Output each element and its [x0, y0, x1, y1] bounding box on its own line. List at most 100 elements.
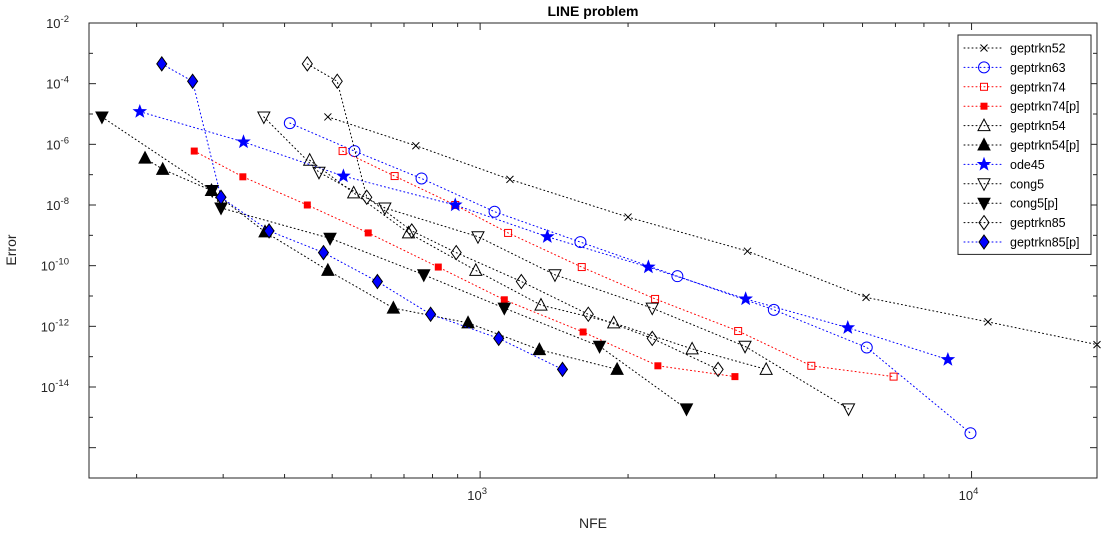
data-point — [321, 262, 335, 276]
legend-entry: geptrkn74 — [963, 80, 1066, 94]
data-point — [132, 103, 148, 118]
data-point — [187, 73, 199, 90]
legend-marker — [980, 102, 988, 110]
legend-label: ode45 — [1010, 158, 1045, 172]
data-point — [582, 306, 594, 323]
legend-entry: geptrkn54 — [963, 118, 1066, 133]
x-tick-label: 104 — [959, 486, 979, 503]
data-point — [743, 247, 752, 256]
data-point — [390, 172, 399, 181]
legend-entry: geptrkn85[p] — [963, 234, 1080, 250]
data-point — [712, 361, 724, 378]
data-point — [532, 342, 547, 356]
legend-marker — [977, 137, 991, 151]
data-point — [434, 263, 442, 271]
data-point — [416, 269, 431, 283]
legend: geptrkn52 geptrkn63 geptrkn74 geptrkn74[p] g… — [957, 34, 1092, 255]
data-point — [671, 270, 684, 283]
data-point — [548, 269, 562, 283]
legend-label: geptrkn54 — [1010, 119, 1066, 133]
data-point — [361, 189, 373, 206]
legend-label: geptrkn52 — [1010, 42, 1066, 56]
legend-marker — [977, 197, 991, 211]
data-point — [651, 294, 660, 303]
y-tick-label: 10-12 — [41, 317, 69, 334]
legend-marker — [978, 234, 990, 250]
data-series — [95, 55, 1101, 440]
chart-title: LINE problem — [547, 3, 638, 19]
data-point — [406, 223, 418, 239]
data-point — [767, 303, 780, 316]
data-point — [283, 117, 296, 130]
data-point — [324, 113, 332, 121]
legend-label: cong5[p] — [1010, 197, 1058, 211]
legend-label: geptrkn63 — [1010, 61, 1066, 75]
x-tick-label: 103 — [467, 486, 487, 503]
legend-label: geptrkn54[p] — [1010, 139, 1080, 153]
y-tick-label: 10-10 — [41, 257, 69, 274]
data-point — [138, 150, 152, 164]
plot-area — [89, 23, 1097, 478]
data-point — [841, 403, 856, 417]
data-point — [364, 229, 372, 237]
data-point — [504, 228, 513, 237]
data-point — [984, 318, 992, 326]
data-point — [257, 111, 271, 125]
legend-marker — [978, 214, 990, 231]
data-point — [371, 273, 384, 290]
data-point — [331, 73, 343, 90]
data-point — [323, 232, 337, 246]
series-geptrkn52 — [324, 113, 1101, 349]
series-line — [306, 63, 719, 370]
data-point — [450, 244, 462, 261]
data-point — [624, 213, 632, 221]
data-point — [610, 361, 624, 375]
data-point — [759, 361, 773, 375]
data-point — [654, 362, 662, 370]
data-point — [840, 320, 856, 334]
legend-entry: ode45 — [963, 156, 1045, 172]
data-point — [964, 427, 977, 440]
data-point — [471, 231, 485, 245]
data-point — [317, 244, 330, 261]
data-point — [303, 201, 311, 209]
data-point — [500, 296, 508, 304]
y-tick-label: 10-8 — [46, 196, 69, 213]
x-axis-label: NFE — [579, 515, 607, 531]
data-point — [807, 361, 816, 370]
data-point — [506, 175, 514, 184]
legend-label: cong5 — [1010, 177, 1044, 191]
legend-marker — [978, 61, 990, 74]
data-point — [190, 147, 198, 155]
series-geptrkn85[p] — [156, 55, 569, 378]
axis-ticks: 103 104 10-2 10-4 10-6 10-8 10-10 10-12 10-14 — [41, 14, 1097, 503]
series-line — [139, 111, 949, 361]
data-point — [515, 273, 527, 290]
data-point — [401, 225, 416, 239]
y-tick-label: 10-14 — [41, 378, 69, 395]
series-line — [327, 116, 1098, 346]
legend-marker — [976, 156, 992, 171]
legend-marker — [977, 118, 991, 132]
data-point — [685, 341, 699, 355]
data-point — [889, 372, 898, 381]
data-point — [738, 340, 752, 354]
data-point — [415, 172, 428, 185]
series-line — [309, 159, 767, 370]
legend-entry: geptrkn63 — [963, 61, 1066, 75]
legend-entry: geptrkn74[p] — [963, 100, 1080, 114]
data-point — [534, 297, 548, 311]
data-point — [488, 205, 501, 218]
y-tick-label: 10-6 — [46, 135, 69, 152]
data-point — [731, 373, 739, 381]
series-cong5 — [257, 111, 856, 417]
series-ode45 — [132, 103, 956, 366]
plot-border — [88, 22, 1098, 479]
data-point — [155, 161, 170, 175]
data-point — [738, 291, 753, 306]
y-tick-label: 10-2 — [46, 14, 69, 31]
y-axis-label: Error — [3, 234, 19, 265]
series-geptrkn63 — [283, 117, 977, 440]
data-point — [301, 55, 313, 72]
